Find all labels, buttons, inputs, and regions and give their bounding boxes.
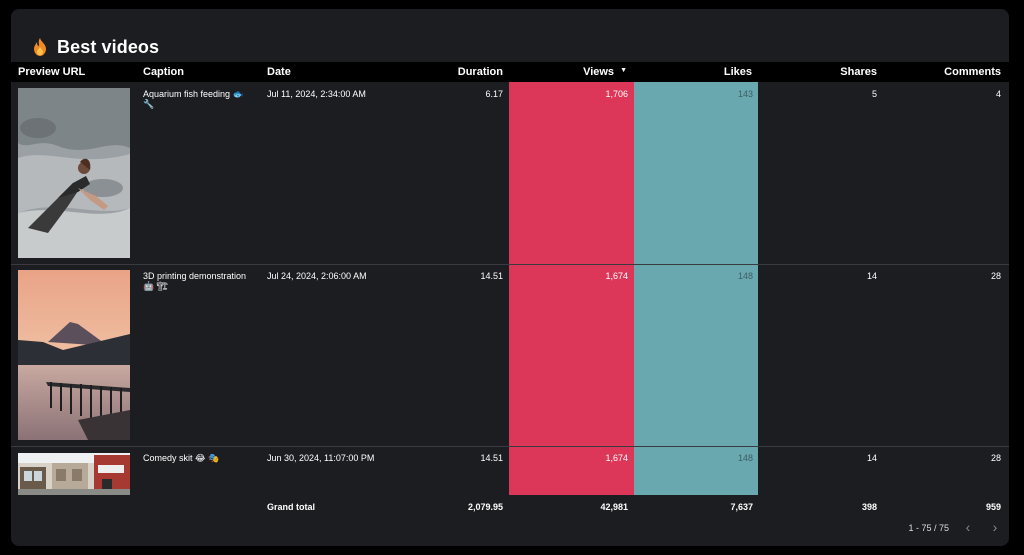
total-shares: 398 — [861, 502, 877, 512]
shares-value: 14 — [866, 453, 877, 463]
date-value: Jul 11, 2024, 2:34:00 AM — [267, 89, 366, 99]
total-likes: 7,637 — [730, 502, 753, 512]
comments-value: 4 — [995, 89, 1001, 99]
video-thumbnail[interactable] — [18, 270, 130, 440]
col-preview-url[interactable]: Preview URL — [18, 66, 86, 78]
likes-value: 143 — [737, 89, 753, 99]
duration-value: 6.17 — [485, 89, 503, 99]
caption-text-line2: 🔧 — [143, 99, 155, 109]
likes-value: 148 — [737, 271, 753, 281]
col-comments[interactable]: Comments — [944, 66, 1001, 78]
caption-text-line2: 🤖 🏗 — [143, 281, 169, 291]
video-thumbnail[interactable] — [18, 88, 130, 258]
video-thumbnail[interactable] — [18, 453, 130, 495]
table-body: Aquarium fish feeding 🐟 🔧 Jul 11, 2024, … — [11, 82, 1009, 495]
table-header: Preview URL Caption Date Duration Views ▼… — [11, 62, 1009, 82]
grand-total-row: Grand total 2,079.95 42,981 7,637 398 95… — [11, 495, 1009, 517]
sort-desc-icon[interactable]: ▼ — [620, 67, 627, 75]
table-row[interactable]: 3D printing demonstration 🤖 🏗 Jul 24, 20… — [11, 265, 1009, 447]
next-page-button[interactable]: › — [992, 519, 998, 535]
col-views[interactable]: Views ▼ — [509, 62, 627, 82]
total-comments: 959 — [985, 502, 1001, 512]
col-duration[interactable]: Duration — [457, 66, 503, 78]
total-duration: 2,079.95 — [467, 502, 503, 512]
date-value: Jul 24, 2024, 2:06:00 AM — [267, 271, 367, 281]
duration-value: 14.51 — [480, 453, 503, 463]
col-likes[interactable]: Likes — [723, 66, 752, 78]
table-row[interactable]: Aquarium fish feeding 🐟 🔧 Jul 11, 2024, … — [11, 82, 1009, 265]
views-value: 1,706 — [605, 89, 628, 99]
shares-value: 5 — [871, 89, 877, 99]
card-header: Best videos — [33, 35, 159, 59]
views-bar-column — [509, 82, 634, 495]
best-videos-card: Best videos Preview URL Caption Date Dur… — [11, 9, 1009, 546]
total-views: 42,981 — [600, 502, 628, 512]
duration-value: 14.51 — [480, 271, 503, 281]
likes-value: 148 — [737, 453, 753, 463]
prev-page-button[interactable]: ‹ — [965, 519, 971, 535]
col-shares[interactable]: Shares — [840, 66, 877, 78]
col-date[interactable]: Date — [267, 66, 291, 78]
card-title: Best videos — [57, 36, 160, 57]
col-views-label: Views — [583, 66, 615, 78]
caption-text: Aquarium fish feeding 🐟 — [143, 89, 244, 99]
comments-value: 28 — [990, 453, 1001, 463]
grand-total-label: Grand total — [267, 502, 316, 512]
shares-value: 14 — [866, 271, 877, 281]
fire-icon — [33, 38, 47, 56]
comments-value: 28 — [990, 271, 1001, 281]
table-row[interactable]: Comedy skit 😂 🎭 Jun 30, 2024, 11:07:00 P… — [11, 447, 1009, 495]
views-value: 1,674 — [605, 271, 628, 281]
likes-bar-column — [634, 82, 758, 495]
caption-text: 3D printing demonstration — [143, 271, 247, 281]
caption-text: Comedy skit 😂 🎭 — [143, 453, 220, 463]
col-caption[interactable]: Caption — [143, 66, 184, 78]
views-value: 1,674 — [605, 453, 628, 463]
pagination-range: 1 - 75 / 75 — [908, 523, 949, 533]
date-value: Jun 30, 2024, 11:07:00 PM — [267, 453, 375, 463]
